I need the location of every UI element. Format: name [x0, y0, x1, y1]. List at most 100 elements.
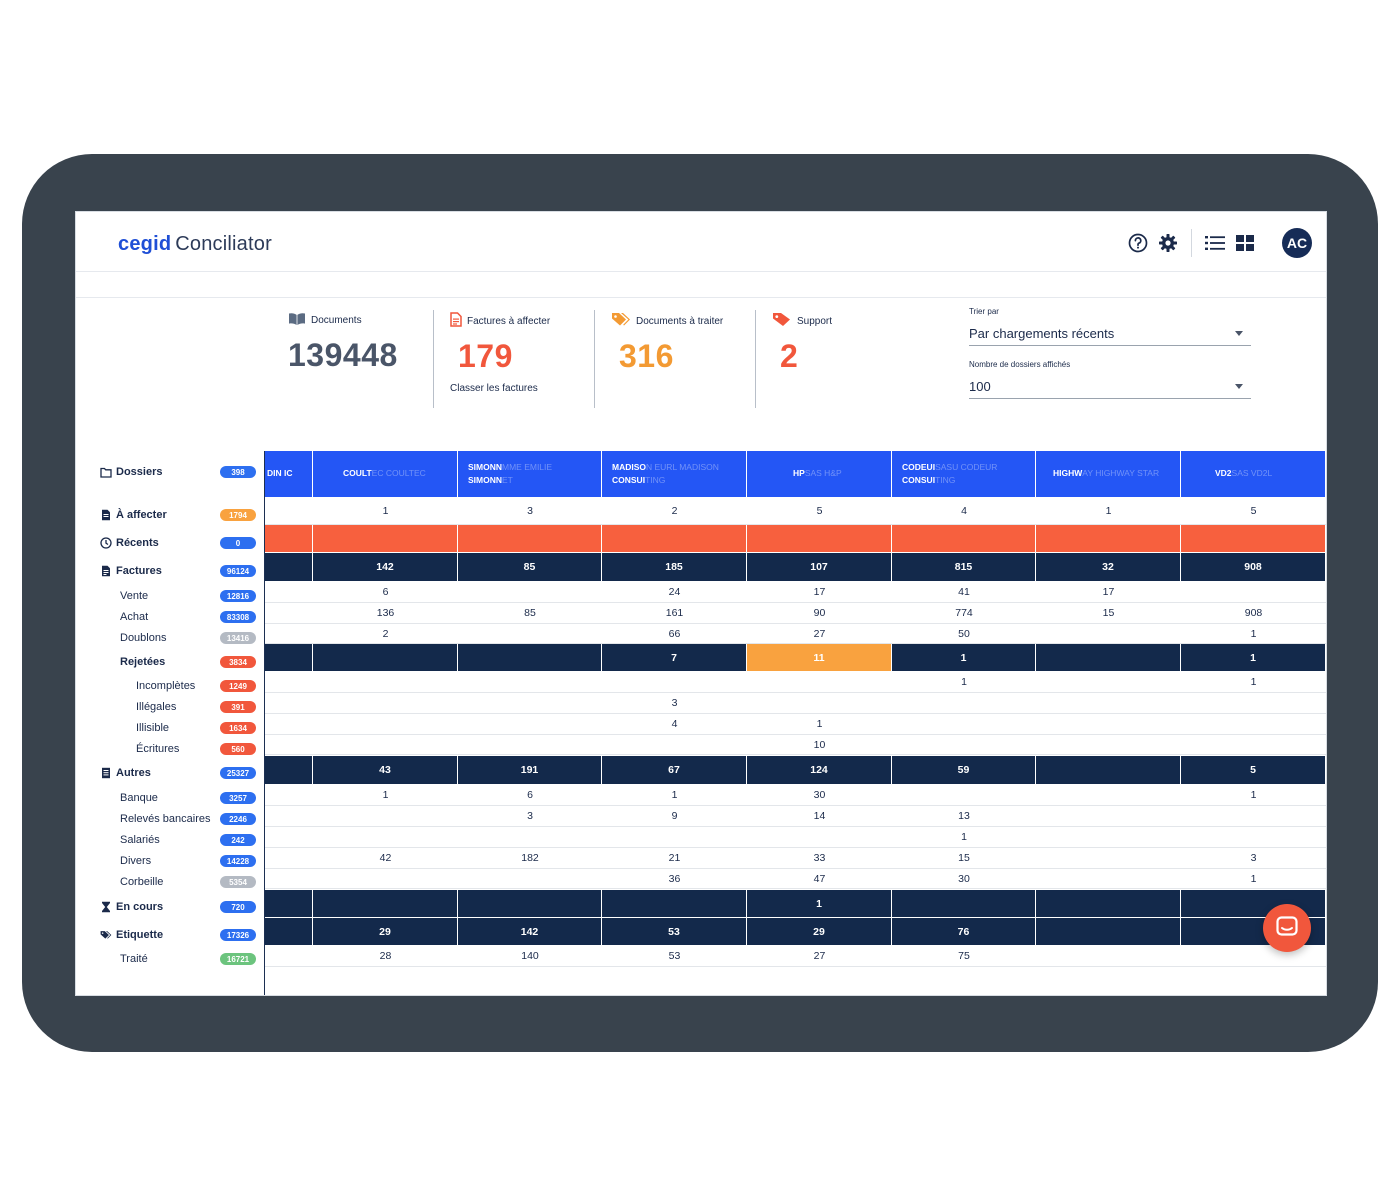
table-cell[interactable]: 10 — [813, 738, 826, 751]
table-cell[interactable]: 14 — [813, 810, 826, 822]
table-cell[interactable]: 75 — [958, 950, 970, 962]
table-cell[interactable]: 42 — [379, 852, 392, 864]
table-cell[interactable] — [458, 644, 602, 671]
table-row[interactable]: 36 47 30 1 — [265, 869, 1326, 889]
table-cell[interactable]: 1 — [961, 676, 967, 688]
table-cell[interactable] — [1036, 806, 1181, 826]
table-cell[interactable]: 17 — [813, 586, 826, 598]
column-header[interactable]: HIGHWAY HIGHWAY STAR — [1036, 451, 1181, 497]
table-row[interactable]: 10 — [265, 735, 1326, 755]
table-cell[interactable] — [1036, 827, 1181, 847]
table-cell[interactable] — [747, 672, 892, 692]
table-cell[interactable] — [313, 806, 458, 826]
table-cell[interactable] — [1181, 918, 1326, 945]
table-cell[interactable]: 36 — [668, 872, 681, 885]
table-row[interactable]: 43 191 67 124 59 5 — [265, 756, 1326, 784]
table-cell[interactable]: 6 — [382, 586, 389, 598]
table-cell[interactable] — [313, 672, 458, 692]
table-cell[interactable] — [265, 644, 313, 671]
table-cell[interactable]: 1 — [816, 718, 823, 730]
table-cell[interactable]: 24 — [668, 586, 681, 598]
table-cell[interactable] — [458, 693, 602, 713]
table-cell[interactable]: 1 — [892, 644, 1036, 671]
table-cell[interactable] — [265, 946, 313, 966]
table-cell[interactable] — [1036, 735, 1181, 754]
table-cell[interactable]: 185 — [602, 553, 747, 581]
table-cell[interactable]: 67 — [602, 756, 747, 784]
table-cell[interactable]: 815 — [892, 553, 1036, 581]
table-cell[interactable]: 124 — [747, 756, 892, 784]
sidebar-item[interactable]: Doublons 13416 — [76, 630, 264, 646]
sidebar-item[interactable]: Vente 12816 — [76, 588, 264, 604]
table-cell[interactable]: 161 — [665, 607, 684, 619]
table-cell[interactable]: 2 — [382, 627, 389, 640]
table-cell[interactable] — [265, 624, 313, 643]
table-cell[interactable] — [1036, 918, 1181, 945]
table-cell[interactable] — [892, 785, 1036, 805]
table-cell[interactable] — [1036, 946, 1181, 966]
table-cell[interactable]: 43 — [313, 756, 458, 784]
sidebar-item[interactable]: Salariés 242 — [76, 832, 264, 848]
sidebar-item[interactable]: Récents 0 — [76, 535, 264, 551]
stat-documents-a-traiter[interactable]: Documents à traiter 316 — [611, 312, 723, 408]
table-cell[interactable] — [458, 869, 602, 888]
table-cell[interactable] — [1181, 714, 1326, 734]
table-cell[interactable] — [265, 869, 313, 888]
table-row[interactable]: 1 — [265, 827, 1326, 848]
table-cell[interactable] — [265, 890, 313, 917]
gear-icon[interactable] — [1153, 228, 1183, 258]
table-cell[interactable] — [265, 603, 313, 623]
table-cell[interactable] — [265, 827, 313, 847]
table-cell[interactable] — [313, 644, 458, 671]
sidebar-item[interactable]: Dossiers 398 — [76, 464, 264, 480]
table-row[interactable]: 1 6 1 30 1 — [265, 785, 1326, 806]
table-cell[interactable] — [747, 827, 892, 847]
table-cell[interactable] — [265, 806, 313, 826]
sidebar-item[interactable]: Relevés bancaires 2246 — [76, 811, 264, 827]
table-cell[interactable] — [1036, 672, 1181, 692]
sidebar-item[interactable]: Écritures 560 — [76, 741, 264, 757]
column-header[interactable]: HPSAS H&P — [747, 451, 892, 497]
sidebar-item[interactable]: Rejetées 3834 — [76, 654, 264, 670]
table-cell[interactable] — [1181, 582, 1326, 602]
table-cell[interactable] — [747, 525, 892, 552]
table-cell[interactable] — [602, 735, 747, 754]
table-cell[interactable] — [892, 890, 1036, 917]
table-cell[interactable]: 5 — [1181, 756, 1326, 784]
table-cell[interactable] — [1036, 785, 1181, 805]
table-cell[interactable]: 4 — [961, 504, 967, 517]
table-cell[interactable]: 66 — [668, 627, 681, 640]
table-cell[interactable]: 15 — [958, 852, 970, 864]
table-cell[interactable] — [892, 525, 1036, 552]
table-cell[interactable]: 76 — [892, 918, 1036, 945]
table-cell[interactable] — [458, 624, 602, 643]
table-cell[interactable]: 27 — [813, 627, 826, 640]
sidebar-item[interactable]: Autres 25327 — [76, 765, 264, 781]
table-row[interactable]: 136 85 161 90 774 15 908 — [265, 603, 1326, 624]
sidebar-item[interactable]: Traité 16721 — [76, 951, 264, 967]
table-cell[interactable]: 1 — [1250, 627, 1257, 640]
table-cell[interactable] — [265, 525, 313, 552]
table-cell[interactable] — [1181, 827, 1326, 847]
table-cell[interactable] — [265, 735, 313, 754]
table-cell[interactable]: 908 — [1181, 553, 1326, 581]
table-cell[interactable] — [313, 525, 458, 552]
table-cell[interactable]: 53 — [668, 950, 681, 962]
table-cell[interactable]: 1 — [1250, 676, 1257, 688]
table-row[interactable]: 1 3 2 5 4 1 5 — [265, 497, 1326, 525]
table-cell[interactable] — [1036, 693, 1181, 713]
table-cell[interactable]: 1 — [1250, 789, 1257, 801]
column-header[interactable]: VD2SAS VD2L — [1181, 451, 1326, 497]
table-cell[interactable] — [1036, 869, 1181, 888]
table-cell[interactable]: 1 — [671, 789, 678, 801]
table-cell[interactable] — [265, 756, 313, 784]
table-cell[interactable]: 5 — [1250, 504, 1257, 517]
table-cell[interactable] — [892, 714, 1036, 734]
table-cell[interactable] — [1036, 525, 1181, 552]
grid-view-icon[interactable] — [1230, 228, 1260, 258]
table-cell[interactable]: 15 — [1102, 607, 1115, 619]
sidebar-item[interactable]: En cours 720 — [76, 899, 264, 915]
column-header[interactable]: DIN IC — [265, 451, 313, 497]
sidebar-item[interactable]: Corbeille 5354 — [76, 874, 264, 890]
table-cell[interactable]: 142 — [313, 553, 458, 581]
